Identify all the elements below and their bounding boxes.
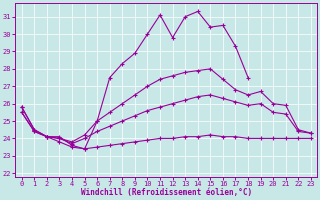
X-axis label: Windchill (Refroidissement éolien,°C): Windchill (Refroidissement éolien,°C)	[81, 188, 252, 197]
